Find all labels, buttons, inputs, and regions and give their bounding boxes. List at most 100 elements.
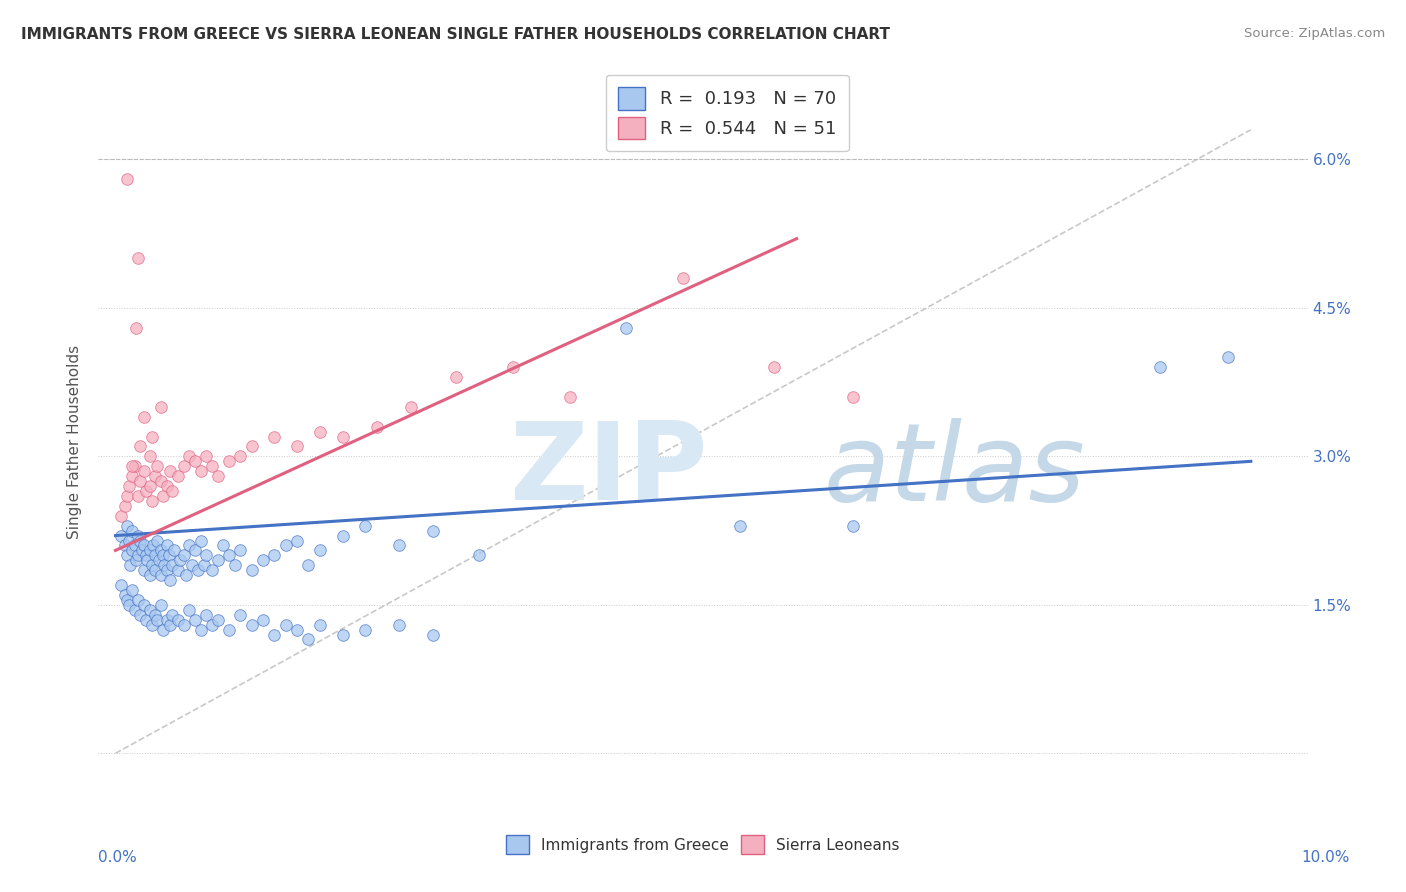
Point — [127, 489, 149, 503]
Text: Source: ZipAtlas.com: Source: ZipAtlas.com — [1244, 27, 1385, 40]
Point — [149, 598, 172, 612]
Point — [146, 533, 169, 548]
Point — [173, 459, 195, 474]
Point — [115, 489, 138, 503]
Point — [125, 553, 148, 567]
Point — [121, 469, 143, 483]
Point — [762, 360, 785, 375]
Point — [152, 489, 174, 503]
Point — [184, 454, 207, 468]
Point — [115, 172, 138, 186]
Point — [388, 539, 411, 553]
Point — [132, 598, 155, 612]
Point — [138, 603, 160, 617]
Point — [149, 474, 172, 488]
Point — [132, 539, 155, 553]
Point — [121, 543, 143, 558]
Point — [224, 558, 246, 573]
Point — [201, 563, 224, 577]
Point — [127, 549, 149, 563]
Point — [141, 617, 163, 632]
Point — [728, 518, 751, 533]
Point — [135, 483, 157, 498]
Point — [184, 613, 207, 627]
Point — [308, 617, 330, 632]
Point — [118, 479, 141, 493]
Point — [146, 613, 169, 627]
Point — [124, 603, 146, 617]
Point — [190, 533, 212, 548]
Point — [124, 459, 146, 474]
Point — [155, 563, 177, 577]
Point — [354, 518, 377, 533]
Point — [201, 459, 224, 474]
Point — [127, 528, 149, 542]
Point — [388, 617, 411, 632]
Text: IMMIGRANTS FROM GREECE VS SIERRA LEONEAN SINGLE FATHER HOUSEHOLDS CORRELATION CH: IMMIGRANTS FROM GREECE VS SIERRA LEONEAN… — [21, 27, 890, 42]
Point — [155, 613, 177, 627]
Point — [842, 390, 865, 404]
Point — [131, 543, 153, 558]
Point — [173, 617, 195, 632]
Point — [285, 623, 308, 637]
Point — [297, 558, 319, 573]
Point — [184, 543, 207, 558]
Text: atlas: atlas — [824, 418, 1085, 523]
Point — [149, 568, 172, 582]
Point — [121, 459, 143, 474]
Point — [127, 593, 149, 607]
Point — [135, 549, 157, 563]
Point — [167, 469, 190, 483]
Point — [160, 483, 183, 498]
Point — [190, 623, 212, 637]
Point — [114, 499, 136, 513]
Point — [201, 617, 224, 632]
Point — [240, 563, 263, 577]
Point — [212, 539, 235, 553]
Point — [218, 623, 240, 637]
Point — [218, 454, 240, 468]
Point — [263, 627, 285, 641]
Point — [240, 617, 263, 632]
Point — [135, 613, 157, 627]
Point — [129, 474, 152, 488]
Point — [468, 549, 491, 563]
Text: 10.0%: 10.0% — [1302, 850, 1350, 865]
Point — [422, 524, 444, 538]
Point — [129, 607, 152, 622]
Point — [195, 549, 218, 563]
Point — [173, 549, 195, 563]
Point — [152, 549, 174, 563]
Point — [121, 582, 143, 597]
Point — [614, 320, 637, 334]
Point — [207, 469, 229, 483]
Point — [141, 494, 163, 508]
Point — [141, 429, 163, 443]
Point — [179, 539, 201, 553]
Legend: Immigrants from Greece, Sierra Leoneans: Immigrants from Greece, Sierra Leoneans — [501, 830, 905, 860]
Point — [148, 553, 170, 567]
Point — [114, 588, 136, 602]
Point — [229, 607, 252, 622]
Point — [136, 553, 159, 567]
Point — [138, 479, 160, 493]
Point — [169, 553, 191, 567]
Point — [110, 578, 132, 592]
Point — [146, 459, 169, 474]
Point — [110, 528, 132, 542]
Point — [252, 553, 274, 567]
Point — [422, 627, 444, 641]
Point — [143, 563, 166, 577]
Point — [229, 450, 252, 464]
Point — [179, 450, 201, 464]
Point — [115, 593, 138, 607]
Point — [399, 400, 422, 414]
Point — [143, 469, 166, 483]
Point — [672, 271, 695, 285]
Point — [187, 563, 209, 577]
Point — [132, 409, 155, 424]
Point — [167, 613, 190, 627]
Point — [174, 568, 197, 582]
Point — [558, 390, 581, 404]
Point — [240, 440, 263, 454]
